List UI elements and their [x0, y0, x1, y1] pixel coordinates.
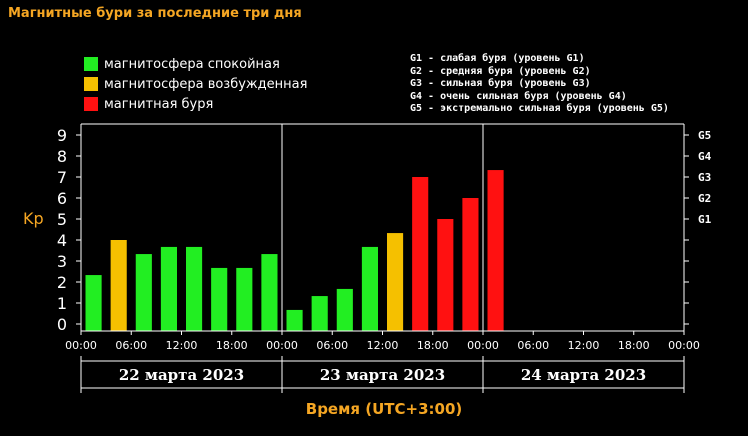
kp-bar: [437, 219, 454, 331]
g-tick-label: G4: [698, 150, 712, 163]
x-tick-label: 00:00: [65, 339, 97, 352]
x-tick-label: 00:00: [467, 339, 499, 352]
x-tick-label: 12:00: [568, 339, 600, 352]
kp-bar: [110, 240, 127, 331]
y-tick-label: 5: [57, 210, 67, 229]
y-tick-labels: 0 1 2 3 4 5 6 7 8 9: [57, 126, 67, 334]
kp-bar: [85, 275, 102, 331]
x-tick-labels: 00:00 06:00 12:00 18:00 00:00 06:00 12:00 18:00…: [65, 339, 700, 352]
day-label: 23 марта 2023: [320, 366, 445, 384]
y-tick-label: 2: [57, 273, 67, 292]
legend-swatch-storm: [84, 97, 98, 111]
g-tick-label: G2: [698, 192, 711, 205]
legend-label-active: магнитосфера возбужденная: [104, 76, 308, 92]
g-tick-label: G5: [698, 129, 711, 142]
legend-label-quiet: магнитосфера спокойная: [104, 56, 280, 72]
y-tick-label: 7: [57, 168, 67, 187]
kp-bar: [311, 296, 328, 331]
x-tick-label: 18:00: [618, 339, 650, 352]
x-tick-label: 12:00: [367, 339, 399, 352]
day-label: 22 марта 2023: [119, 366, 244, 384]
day-labels: 22 марта 2023 23 марта 2023 24 марта 2023: [80, 356, 685, 393]
axes: [76, 123, 689, 335]
legend-swatch-quiet: [84, 57, 98, 71]
y-tick-label: 8: [57, 147, 67, 166]
legend-item-active: магнитосфера возбужденная: [84, 74, 307, 94]
g-tick-labels: G1 G2 G3 G4 G5: [698, 129, 712, 226]
x-tick-label: 18:00: [216, 339, 248, 352]
storm-level-g4: G4 - очень сильная буря (уровень G4): [410, 90, 627, 102]
y-tick-label: 1: [57, 294, 67, 313]
x-tick-label: 18:00: [417, 339, 449, 352]
legend-swatch-active: [84, 77, 98, 91]
day-label: 24 марта 2023: [521, 366, 646, 384]
x-axis-label: Время (UTC+3:00): [306, 400, 462, 418]
x-tick-label: 06:00: [517, 339, 549, 352]
x-tick-label: 06:00: [316, 339, 348, 352]
kp-bar: [336, 288, 353, 331]
kp-bar: [186, 246, 203, 331]
x-tick-label: 00:00: [266, 339, 298, 352]
storm-level-g1: G1 - слабая буря (уровень G1): [410, 53, 585, 64]
kp-bar: [487, 170, 504, 331]
y-tick-label: 9: [57, 126, 67, 145]
kp-bar: [211, 267, 228, 331]
y-tick-label: 0: [57, 315, 67, 334]
storm-level-g3: G3 - сильная буря (уровень G3): [410, 78, 591, 89]
kp-bar: [135, 254, 152, 331]
storm-level-g5: G5 - экстремально сильная буря (уровень …: [410, 103, 669, 114]
x-tick-label: 00:00: [668, 339, 700, 352]
color-legend: магнитосфера спокойная магнитосфера возб…: [84, 54, 307, 114]
x-tick-label: 12:00: [166, 339, 198, 352]
kp-bar: [412, 177, 429, 331]
x-tick-label: 06:00: [115, 339, 147, 352]
kp-bar: [286, 309, 303, 331]
chart-title: Магнитные бури за последние три дня: [8, 6, 302, 21]
kp-bar: [387, 233, 404, 331]
storm-level-g2: G2 - средняя буря (уровень G2): [410, 65, 591, 77]
storm-level-legend: G1 - слабая буря (уровень G1) G2 - средн…: [410, 53, 669, 116]
g-tick-label: G1: [698, 213, 712, 226]
legend-label-storm: магнитная буря: [104, 96, 214, 112]
kp-bar: [236, 267, 253, 331]
bars: [85, 170, 504, 331]
y-tick-label: 3: [57, 252, 67, 271]
legend-item-quiet: магнитосфера спокойная: [84, 54, 307, 74]
y-tick-label: 4: [57, 231, 67, 250]
y-tick-label: 6: [57, 189, 67, 208]
legend-item-storm: магнитная буря: [84, 94, 307, 114]
kp-bar: [462, 198, 479, 331]
g-tick-label: G3: [698, 171, 711, 184]
y-axis-label: Kp: [23, 209, 44, 228]
kp-bar: [261, 254, 278, 331]
kp-bar: [160, 246, 177, 331]
kp-bar: [361, 246, 378, 331]
